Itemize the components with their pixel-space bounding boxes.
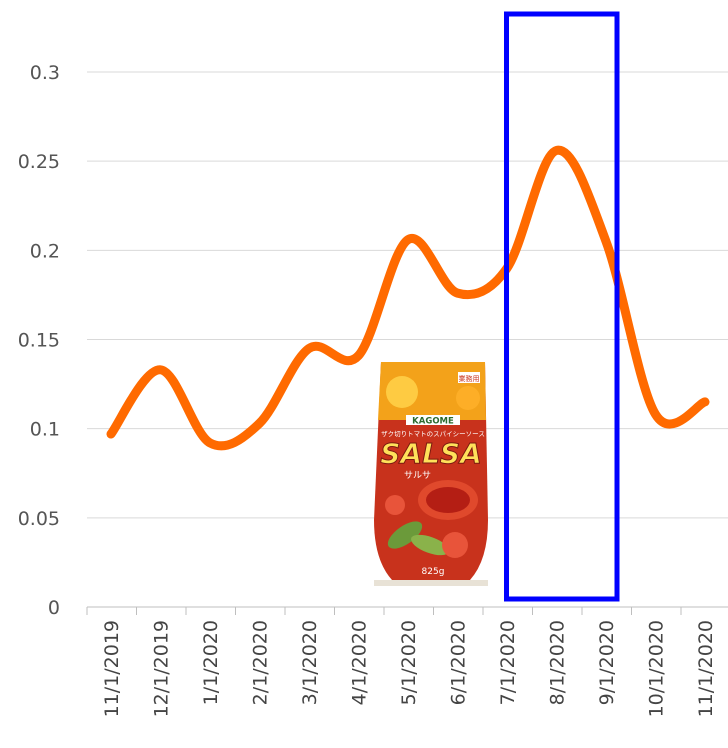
y-tick-label: 0.05 bbox=[18, 508, 60, 530]
y-tick-label: 0.3 bbox=[30, 62, 60, 84]
highlight-box bbox=[504, 11, 620, 602]
x-tick-label: 11/1/2019 bbox=[101, 620, 123, 717]
badge-label: 業務用 bbox=[459, 374, 480, 383]
x-tick-label: 5/1/2020 bbox=[398, 620, 420, 705]
product-name-jp: サルサ bbox=[404, 470, 431, 481]
series-line bbox=[106, 145, 710, 451]
x-tick-label: 7/1/2020 bbox=[497, 620, 519, 705]
x-tick-label: 9/1/2020 bbox=[596, 620, 618, 705]
x-tick-label: 11/1/2020 bbox=[695, 620, 717, 717]
x-tick-label: 4/1/2020 bbox=[349, 620, 371, 705]
x-tick-label: 8/1/2020 bbox=[547, 620, 569, 705]
x-axis bbox=[86, 606, 728, 615]
y-tick-label: 0.1 bbox=[30, 419, 60, 441]
y-tick-label: 0.15 bbox=[18, 330, 60, 352]
product-name: SALSA bbox=[380, 437, 482, 470]
x-tick-label: 3/1/2020 bbox=[299, 620, 321, 705]
x-tick-label: 2/1/2020 bbox=[250, 620, 272, 705]
x-tick-label: 10/1/2020 bbox=[646, 620, 668, 717]
y-tick-label: 0 bbox=[48, 597, 60, 619]
y-axis-ticks: 0 0.05 0.1 0.15 0.2 0.25 0.3 bbox=[18, 62, 60, 619]
x-tick-label: 1/1/2020 bbox=[200, 620, 222, 705]
brand-label: KAGOME bbox=[412, 417, 454, 427]
product-subtitle: ザク切りトマトのスパイシーソース bbox=[381, 430, 485, 438]
y-tick-label: 0.2 bbox=[30, 240, 60, 262]
y-tick-label: 0.25 bbox=[18, 151, 60, 173]
product-weight: 825g bbox=[422, 567, 445, 577]
x-tick-label: 12/1/2019 bbox=[151, 620, 173, 717]
x-axis-ticks: 11/1/2019 12/1/2019 1/1/2020 2/1/2020 3/1/20… bbox=[101, 620, 717, 717]
x-tick-label: 6/1/2020 bbox=[448, 620, 470, 705]
salsa-bottle-image: KAGOME ザク切りトマトのスパイシーソース 業務用 SALSA サルサ 82… bbox=[374, 362, 488, 586]
